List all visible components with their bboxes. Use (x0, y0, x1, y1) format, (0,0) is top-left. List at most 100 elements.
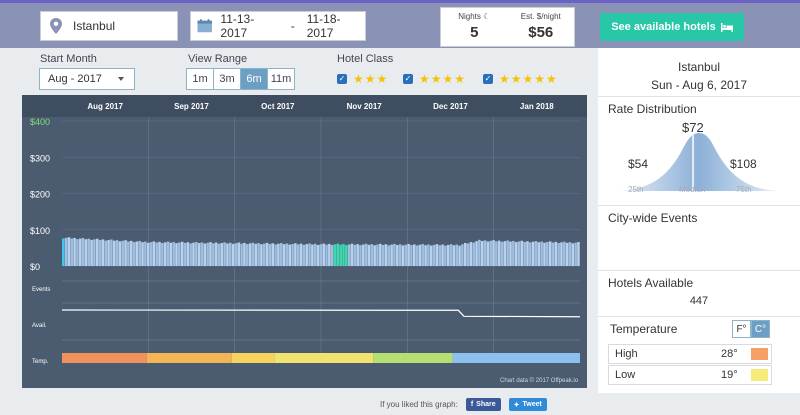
price-bar (112, 240, 116, 266)
price-bar (565, 242, 569, 266)
start-month-select[interactable]: Aug - 2017 (39, 68, 135, 90)
range-3m-button[interactable]: 3m (213, 68, 241, 90)
price-bar (64, 237, 68, 266)
price-bar (393, 243, 396, 266)
price-bar (274, 244, 277, 266)
temperature-band (62, 353, 147, 363)
price-bar (212, 243, 215, 266)
price-bar (469, 242, 473, 266)
facebook-share-button[interactable]: f Share (465, 398, 501, 411)
range-1m-button[interactable]: 1m (186, 68, 214, 90)
price-bar (345, 245, 348, 266)
events-section: City-wide Events (598, 205, 800, 267)
median-label: Median (679, 185, 706, 194)
price-bar (84, 239, 88, 266)
price-bar (189, 243, 192, 266)
price-bar (523, 241, 526, 266)
checkbox-checked-icon: ✓ (403, 74, 413, 84)
price-chart[interactable]: Aug 2017 Sep 2017 Oct 2017 Nov 2017 Dec 2017… (22, 95, 587, 388)
price-bar (520, 240, 524, 266)
share-prompt: If you liked this graph: (380, 400, 458, 409)
price-bar (220, 243, 224, 266)
price-bar (302, 244, 306, 266)
start-month-value: Aug - 2017 (48, 73, 102, 85)
top-bar: Istanbul 11-13-2017 - 11-18-2017 Nights … (0, 0, 800, 48)
temperature-band (274, 353, 374, 363)
price-bar (178, 242, 181, 266)
fahrenheit-toggle[interactable]: F° (732, 320, 751, 338)
y-tick-label: $200 (30, 190, 50, 200)
price-bar (271, 243, 275, 266)
price-bar (95, 238, 99, 266)
price-bar (438, 245, 442, 266)
rate-summary: Est. $/night $56 (508, 8, 575, 46)
price-bar (132, 242, 136, 266)
price-bar (379, 243, 382, 266)
hotels-title: Hotels Available (608, 276, 694, 290)
price-bar (197, 243, 201, 266)
price-bar (76, 239, 79, 266)
price-bar (574, 242, 577, 266)
price-bar (534, 241, 538, 266)
month-label: Dec 2017 (433, 102, 468, 111)
price-bar (551, 242, 555, 266)
rate-value: $56 (528, 24, 554, 41)
range-6m-button[interactable]: 6m (240, 68, 268, 90)
price-bar (248, 243, 252, 266)
price-bar (169, 242, 173, 266)
price-bar (152, 241, 156, 266)
hotel-class-5[interactable]: ✓ ★★★★★ (483, 72, 558, 86)
hotel-class-4[interactable]: ✓ ★★★★ (403, 72, 466, 86)
price-bar (101, 239, 105, 266)
price-bar (577, 242, 580, 266)
price-bar (240, 243, 243, 266)
calendar-icon (197, 19, 212, 33)
month-label: Jan 2018 (520, 102, 554, 111)
temperature-band (373, 353, 453, 363)
date-range-input[interactable]: 11-13-2017 - 11-18-2017 (190, 11, 366, 41)
see-hotels-button[interactable]: See available hotels (600, 13, 744, 41)
price-bar (78, 238, 82, 266)
price-bar (67, 237, 71, 266)
price-bar (319, 244, 323, 266)
twitter-tweet-button[interactable]: ✦ Tweet (508, 398, 547, 411)
price-bar (98, 239, 102, 266)
hotels-count: 447 (689, 295, 709, 307)
price-bar (543, 242, 546, 266)
price-bar (217, 243, 221, 266)
price-bar (163, 242, 167, 266)
price-bar (330, 245, 334, 266)
price-bar (424, 245, 427, 266)
price-bar (325, 244, 328, 266)
checkbox-checked-icon: ✓ (337, 74, 347, 84)
nights-label: Nights (458, 12, 481, 21)
price-bar (435, 244, 439, 266)
hotel-class-3[interactable]: ✓ ★★★ (337, 72, 388, 86)
panel-city: Istanbul (677, 60, 721, 74)
row-label: Temp. (32, 359, 49, 365)
price-bar (509, 241, 512, 266)
price-bar (299, 243, 303, 266)
price-bar (350, 243, 354, 266)
month-header (22, 95, 587, 117)
price-bar (161, 242, 164, 266)
price-bar (483, 240, 487, 266)
location-input[interactable]: Istanbul (40, 11, 178, 41)
temp-low-swatch (751, 369, 768, 381)
range-11m-button[interactable]: 11m (267, 68, 295, 90)
price-bar (138, 240, 141, 266)
price-bar (254, 243, 258, 266)
price-bar (514, 242, 518, 266)
temperature-band (231, 353, 275, 363)
price-bar (497, 240, 501, 266)
price-bar (265, 242, 269, 266)
price-bar (90, 239, 93, 266)
temp-high-label: High (615, 348, 638, 360)
price-bar (87, 238, 91, 266)
temperature-band (146, 353, 232, 363)
price-bar (195, 241, 198, 266)
chart-credit: Chart data © 2017 Offpeak.io (500, 378, 579, 384)
price-bar (245, 244, 249, 266)
temp-high-swatch (751, 348, 768, 360)
celsius-toggle[interactable]: C° (751, 320, 770, 338)
